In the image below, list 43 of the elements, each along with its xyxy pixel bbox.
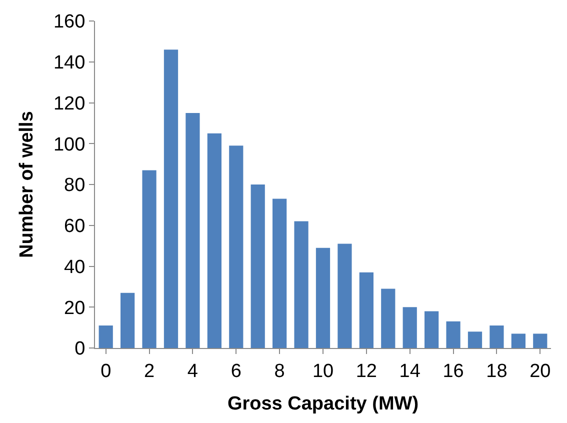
y-tick-label: 0: [74, 338, 86, 360]
x-tick-label: 18: [486, 360, 508, 382]
bar: [316, 248, 330, 348]
bar: [164, 50, 178, 348]
x-tick-label: 8: [274, 360, 285, 382]
bar: [186, 112, 200, 348]
bar: [381, 288, 396, 348]
x-tick-label: 6: [230, 360, 242, 382]
x-tick-label: 0: [100, 360, 112, 382]
y-tick-label: 140: [53, 52, 86, 74]
bar: [229, 146, 244, 348]
bar: [272, 198, 287, 348]
y-tick-label: 120: [53, 93, 86, 114]
y-axis-title: Number of wells: [16, 111, 38, 258]
bar: [533, 334, 548, 348]
bar: [207, 133, 222, 348]
x-tick-label: 16: [442, 360, 464, 382]
bar: [424, 311, 439, 348]
x-tick-label: 10: [312, 360, 334, 382]
bar: [490, 326, 504, 348]
x-tick-label: 4: [187, 360, 198, 382]
bar: [98, 326, 113, 348]
bar: [402, 307, 417, 348]
bar: [359, 272, 374, 348]
bar: [446, 321, 460, 348]
y-tick-label: 80: [64, 175, 86, 196]
bar: [338, 244, 352, 348]
x-tick-label: 2: [144, 360, 155, 382]
x-tick-label: 14: [399, 360, 421, 382]
bar: [468, 332, 482, 348]
y-tick-label: 60: [64, 216, 86, 238]
y-tick-label: 100: [53, 134, 86, 156]
x-tick-label: 20: [530, 360, 551, 382]
bar: [250, 184, 265, 348]
x-tick-label: 12: [356, 360, 377, 382]
bar: [142, 170, 156, 348]
bar: [294, 221, 308, 348]
y-tick-label: 160: [53, 12, 86, 33]
y-tick-label: 20: [64, 298, 86, 319]
x-axis-title: Gross Capacity (MW): [227, 394, 419, 415]
bar: [120, 292, 135, 348]
bar: [511, 334, 526, 348]
y-tick-label: 40: [64, 256, 86, 278]
